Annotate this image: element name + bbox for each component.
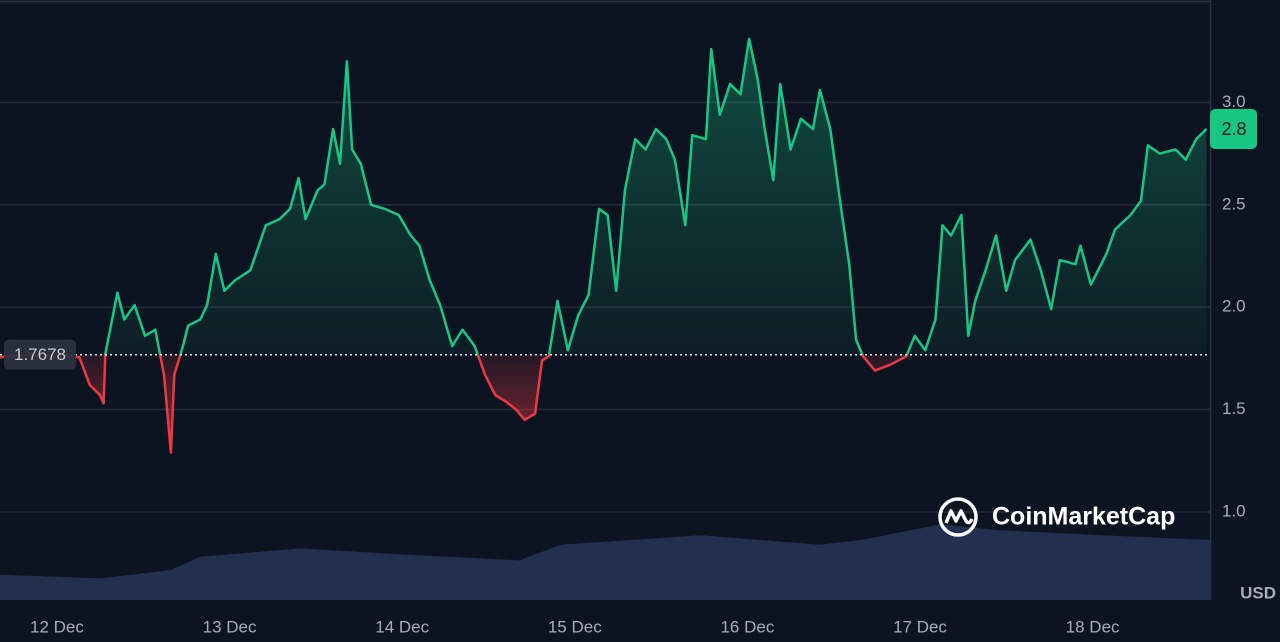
price-area (0, 38, 1207, 453)
y-tick-label: 1.5 (1222, 399, 1246, 418)
price-badge (1210, 109, 1257, 150)
x-tick-label: 18 Dec (1066, 617, 1120, 636)
x-tick-label: 13 Dec (203, 617, 257, 636)
reference-label: 1.7678 (14, 345, 66, 364)
logo-ring (938, 497, 978, 537)
x-tick-label: 17 Dec (893, 617, 947, 636)
price-line (0, 37, 1208, 454)
x-tick-label: 14 Dec (375, 617, 429, 636)
y-tick-label: 2.0 (1222, 297, 1246, 316)
price-badge-label: 2.8 (1221, 119, 1246, 139)
watermark-text: CoinMarketCap (992, 503, 1175, 531)
y-tick-label: 2.5 (1222, 194, 1246, 213)
currency-label: USD (1240, 583, 1276, 602)
y-tick-label: 1.0 (1222, 501, 1246, 520)
x-tick-label: 16 Dec (720, 617, 774, 636)
y-tick-label: 3.0 (1222, 92, 1246, 111)
logo-mark (944, 509, 974, 525)
reference-badge (4, 339, 76, 370)
x-tick-label: 15 Dec (548, 617, 602, 636)
volume-area (0, 524, 1210, 600)
watermark: CoinMarketCap (938, 497, 1175, 537)
x-tick-label: 12 Dec (30, 617, 84, 636)
